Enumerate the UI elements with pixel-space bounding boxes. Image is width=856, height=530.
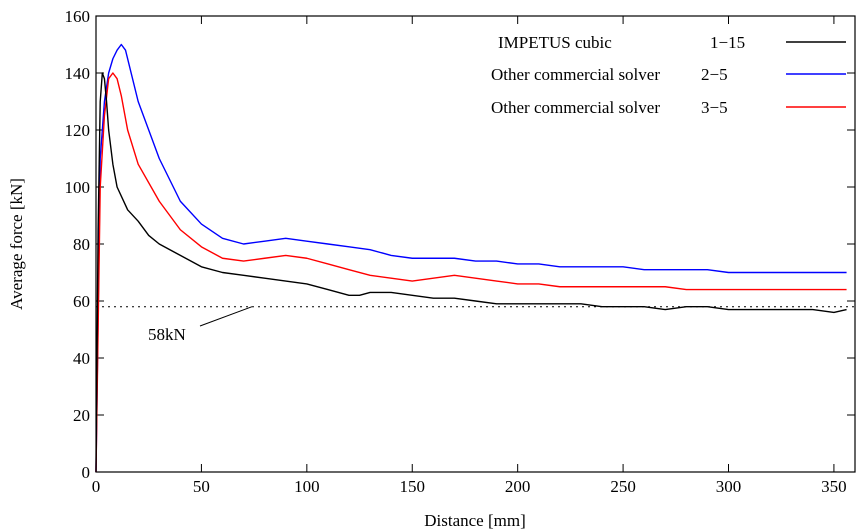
x-tick-label: 250 [610, 477, 636, 496]
x-tick-label: 100 [294, 477, 320, 496]
plot-frame [95, 15, 856, 473]
x-tick-label: 200 [505, 477, 531, 496]
legend-id: 3−5 [701, 98, 728, 117]
x-tick-label: 350 [821, 477, 847, 496]
y-tick-label: 120 [65, 121, 91, 140]
y-tick-label: 140 [65, 64, 91, 83]
y-tick-label: 40 [73, 349, 90, 368]
y-tick-label: 160 [65, 7, 91, 26]
series-line-1 [95, 43, 847, 473]
legend-id: 2−5 [701, 65, 728, 84]
y-tick-label: 0 [82, 463, 91, 482]
y-tick-label: 20 [73, 406, 90, 425]
x-tick-label: 150 [400, 477, 426, 496]
y-axis-label: Average force [kN] [7, 178, 26, 310]
axis-ticks [95, 15, 855, 473]
axis-tick-labels: 0 50 100 150 200 250 300 350 0 20 40 60 80 100 120 140 1… [65, 7, 847, 496]
legend-label: Other commercial solver [491, 98, 660, 117]
y-tick-label: 100 [65, 178, 91, 197]
x-axis-label: Distance [mm] [424, 511, 526, 530]
reference-line-layer: 58kN [96, 306, 855, 344]
series-layer [95, 43, 847, 473]
reference-annotation-leader [199, 306, 253, 327]
legend-label: Other commercial solver [491, 65, 660, 84]
x-tick-label: 0 [92, 477, 101, 496]
series-line-0 [95, 72, 847, 473]
x-tick-label: 300 [716, 477, 742, 496]
y-tick-label: 80 [73, 235, 90, 254]
series-line-2 [95, 72, 847, 473]
x-tick-label: 50 [193, 477, 210, 496]
y-tick-label: 60 [73, 292, 90, 311]
legend-id: 1−15 [710, 33, 745, 52]
reference-annotation-label: 58kN [148, 325, 186, 344]
legend: IMPETUS cubic 1−15 Other commercial solver… [491, 33, 846, 117]
legend-label: IMPETUS cubic [498, 33, 612, 52]
